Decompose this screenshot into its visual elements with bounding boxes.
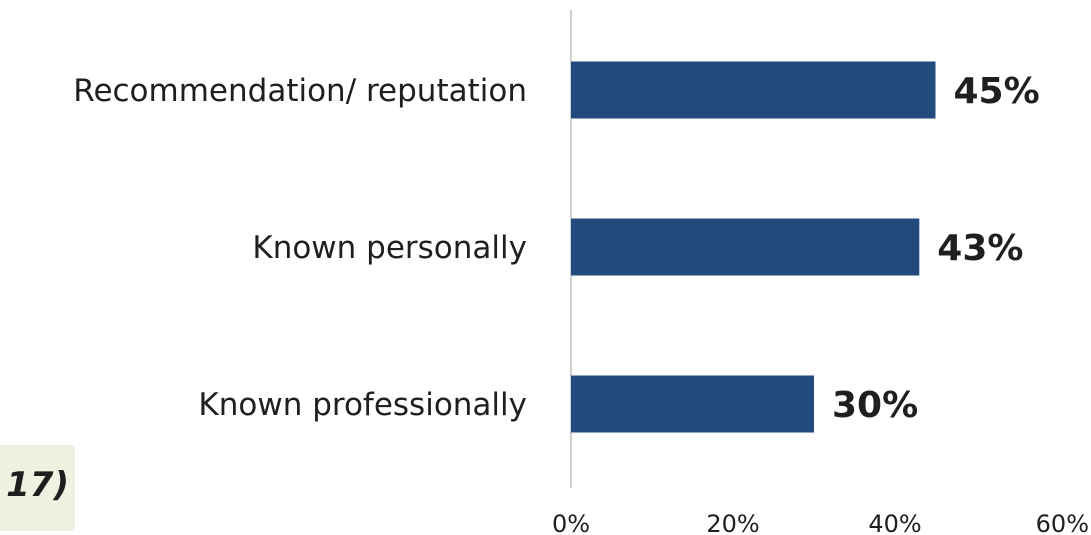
value-label: 45% <box>954 71 1040 112</box>
category-label: Known personally <box>252 230 527 266</box>
category-label: Recommendation/ reputation <box>73 73 527 109</box>
value-label: 30% <box>832 385 918 426</box>
x-tick-label: 40% <box>868 510 921 535</box>
category-label: Known professionally <box>198 387 527 423</box>
note-text: 17) <box>6 465 69 505</box>
bar-3 <box>571 375 814 433</box>
bar-1 <box>571 61 936 119</box>
value-label: 43% <box>937 228 1023 269</box>
note-box: 17) <box>0 445 75 531</box>
x-tick-label: 0% <box>552 510 590 535</box>
bar-2 <box>571 218 920 276</box>
x-tick-label: 20% <box>706 510 759 535</box>
x-tick-label: 60% <box>1036 510 1089 535</box>
